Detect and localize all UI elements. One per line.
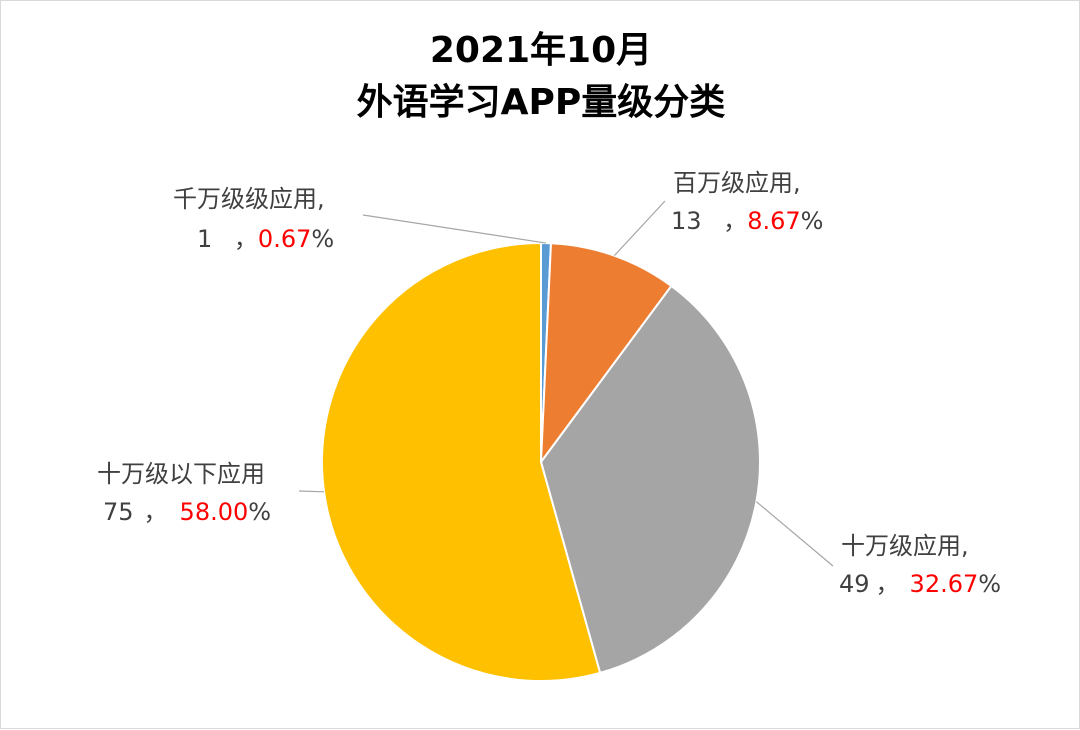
slice-label-name-3: 十万级以下应用 (97, 460, 265, 488)
slice-label-value-3: 75， 58.00% (103, 498, 271, 526)
leader-line-2 (755, 501, 834, 567)
slice-label-value-1: 13 ，8.67% (671, 207, 823, 235)
data-label-0: 千万级级应用, 1 ，0.67% (173, 185, 334, 253)
slice-label-name-1: 百万级应用, (673, 169, 801, 197)
slice-label-value-0: 1 ，0.67% (197, 225, 334, 253)
pie-slices (321, 241, 761, 682)
leader-line-0 (362, 214, 547, 244)
slice-percent-3: 58.00 (180, 498, 249, 526)
chart-title-line-2: 外语学习APP量级分类 (356, 82, 726, 123)
data-label-3: 十万级以下应用 75， 58.00% (97, 460, 271, 526)
slice-percent-1: 8.67 (747, 207, 800, 235)
pie-slice-3 (321, 241, 602, 682)
slice-label-name-2: 十万级应用, (841, 532, 969, 560)
slice-percent-2: 32.67 (910, 570, 979, 598)
slice-percent-0: 0.67 (258, 225, 311, 253)
chart-title-line-1: 2021年10月 (429, 30, 653, 71)
slice-label-value-2: 49， 32.67% (839, 570, 1001, 598)
slice-count-1: 13 (671, 207, 702, 235)
leader-line-3 (298, 490, 325, 493)
leader-line-1 (613, 200, 666, 257)
slice-count-0: 1 (197, 225, 212, 253)
slice-label-name-0: 千万级级应用, (173, 185, 325, 213)
pie-slice-1 (539, 242, 673, 466)
slice-count-3: 75 (103, 498, 134, 526)
data-label-1: 百万级应用, 13 ，8.67% (671, 169, 823, 235)
slice-count-2: 49 (839, 570, 870, 598)
data-label-2: 十万级应用, 49， 32.67% (839, 532, 1001, 598)
leader-lines (298, 200, 834, 567)
